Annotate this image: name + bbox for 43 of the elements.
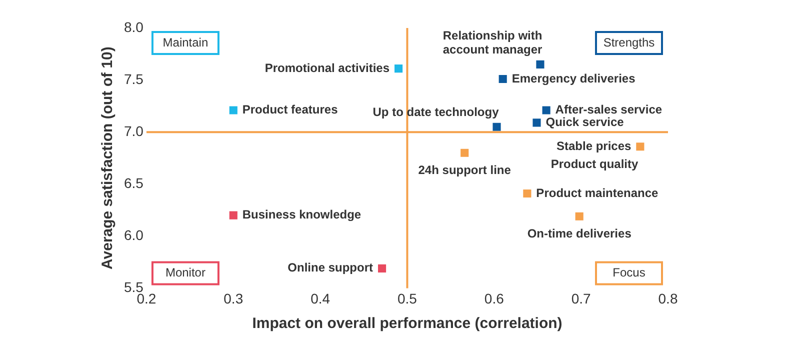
y-tick-label: 6.0 <box>124 227 144 244</box>
annotation: Maintain <box>162 35 208 50</box>
point <box>460 148 469 157</box>
annotation: Monitor <box>165 266 206 280</box>
point <box>575 212 584 220</box>
x-tick-label: 0.5 <box>397 290 418 306</box>
x-tick-label: 0.6 <box>484 290 504 306</box>
annotation: Stable prices <box>556 138 632 153</box>
point <box>636 142 644 151</box>
annotation: Online support <box>288 260 374 275</box>
annotation: Relationship with account manager <box>442 28 543 57</box>
annotation: On-time deliveries <box>527 226 632 241</box>
point <box>378 264 386 272</box>
annotation: Promotional activities <box>264 60 390 75</box>
x-tick-label: 0.7 <box>571 290 592 306</box>
point <box>229 211 238 220</box>
y-tick-label: 7.0 <box>124 122 144 139</box>
point <box>532 118 541 127</box>
x-tick-label: 0.8 <box>658 290 678 306</box>
annotation: 24h support line <box>418 163 512 178</box>
annotation: Focus <box>612 266 646 280</box>
annotation: Business knowledge <box>242 208 362 222</box>
annotation: Quick service <box>546 115 624 130</box>
annotation: Strengths <box>603 35 655 50</box>
point <box>394 64 403 73</box>
y-axis-title: Average satisfaction (out of 10) <box>99 46 116 270</box>
point <box>536 60 544 68</box>
annotation: After-sales service <box>555 102 662 117</box>
point <box>498 74 507 84</box>
annotation: Product quality <box>550 156 639 171</box>
y-tick-label: 6.5 <box>124 174 144 191</box>
x-tick-label: 0.3 <box>224 290 244 306</box>
x-tick-label: 0.4 <box>310 290 330 306</box>
x-axis-title: Impact on overall performance (correlation) <box>252 315 562 332</box>
point <box>523 189 532 198</box>
y-tick-label: 8.0 <box>124 18 144 35</box>
annotation: Product features <box>242 102 338 117</box>
point <box>542 106 550 114</box>
point <box>492 122 501 131</box>
y-tick-label: 7.5 <box>124 70 144 87</box>
annotation: Product maintenance <box>536 186 659 200</box>
annotation: Emergency deliveries <box>512 71 636 86</box>
point <box>229 106 238 114</box>
